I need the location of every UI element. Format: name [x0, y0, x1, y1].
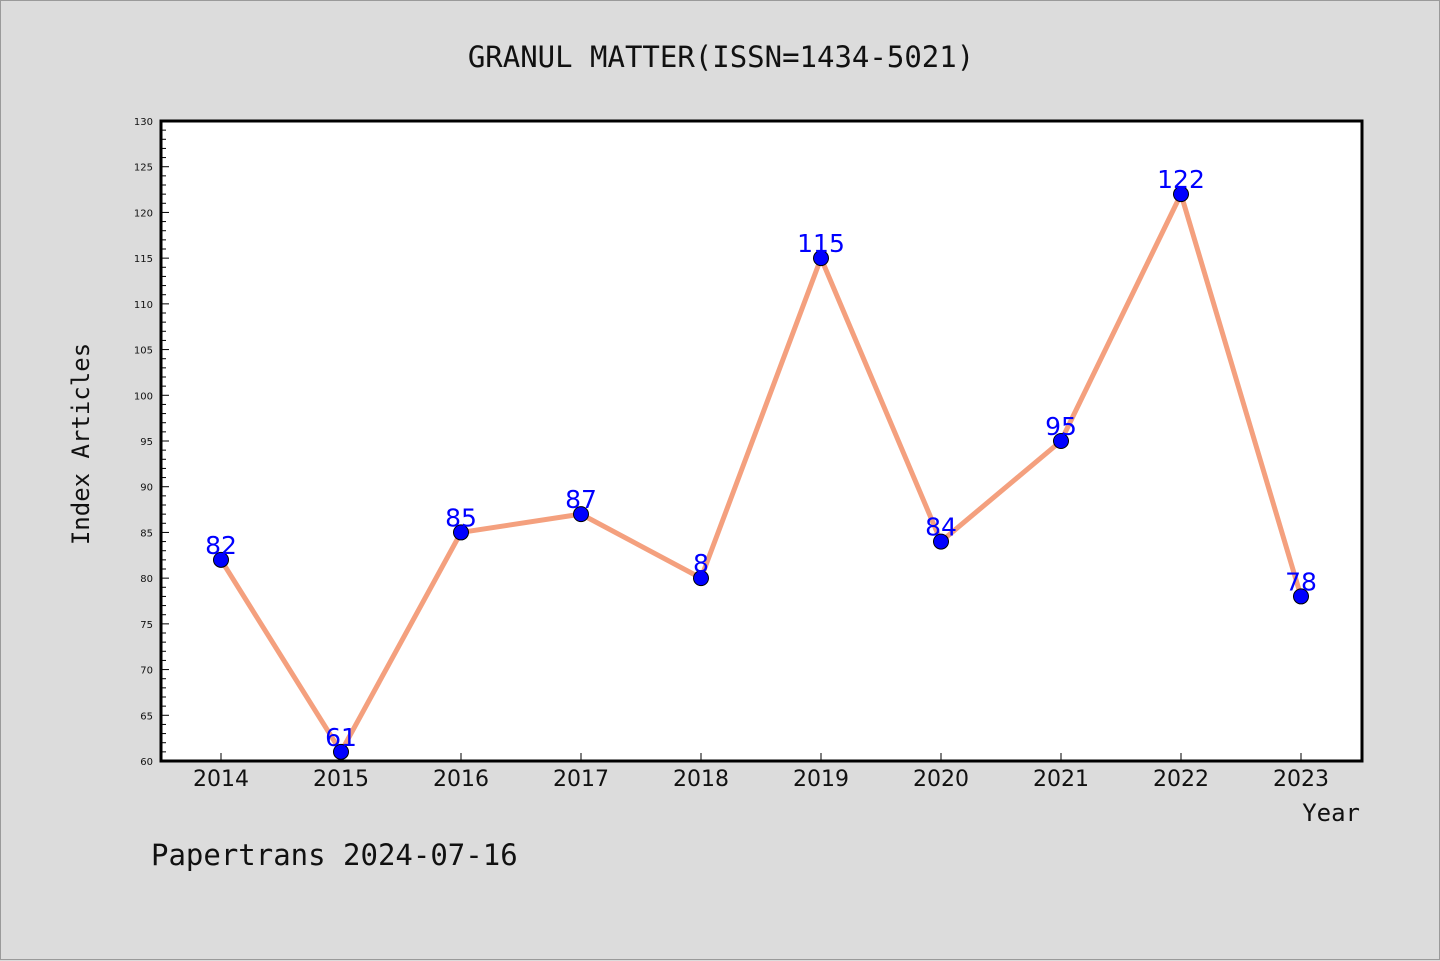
y-tick-label: 60	[140, 757, 153, 768]
data-label: 61	[325, 723, 357, 752]
y-axis-label: Index Articles	[67, 343, 95, 545]
data-label: 95	[1045, 412, 1077, 441]
data-point	[1053, 433, 1069, 449]
y-tick-label: 115	[134, 254, 153, 265]
series-line	[218, 191, 1304, 755]
data-point	[573, 506, 589, 523]
y-tick-label: 110	[134, 300, 153, 311]
x-tick-label: 2017	[553, 767, 609, 792]
x-tick-label: 2014	[193, 767, 249, 792]
data-point	[1293, 588, 1309, 605]
x-tick-label: 2015	[313, 767, 369, 792]
data-label: 122	[1157, 165, 1205, 194]
data-point	[933, 533, 949, 550]
y-tick-label: 80	[140, 574, 153, 585]
y-tick-label: 70	[140, 666, 153, 677]
y-tick-label: 65	[140, 711, 153, 722]
plot-area	[161, 121, 1362, 761]
plot-border	[159, 119, 1364, 763]
footer-text: Papertrans 2024-07-16	[151, 838, 518, 872]
y-tick-label: 120	[134, 208, 153, 219]
x-tick-label: 2022	[1153, 767, 1209, 792]
x-tick-label: 2021	[1033, 767, 1089, 792]
x-tick-label: 2023	[1273, 767, 1329, 792]
x-tick-label: 2019	[793, 767, 849, 792]
y-tick-label: 85	[140, 528, 153, 539]
y-tick-label: 130	[134, 117, 153, 128]
y-tick-label: 90	[140, 483, 153, 494]
data-label: 8	[693, 549, 709, 578]
data-label: 82	[205, 531, 237, 560]
y-tick-label: 75	[140, 620, 153, 631]
data-label: 84	[925, 513, 957, 542]
y-tick-label: 100	[134, 391, 153, 402]
data-label: 85	[445, 503, 477, 532]
data-point	[1173, 186, 1189, 203]
x-tick-label: 2016	[433, 767, 489, 792]
x-tick-label: 2018	[673, 767, 729, 792]
data-point	[333, 743, 349, 760]
y-tick-label: 125	[134, 163, 153, 174]
x-tick-label: 2020	[913, 767, 969, 792]
data-label: 87	[565, 485, 597, 514]
data-point	[453, 524, 469, 541]
x-axis: 2014 2015 2016 2017 2018 2019 2020 2021 2022 2023	[193, 753, 1329, 792]
data-point	[813, 250, 829, 267]
y-tick-label: 95	[140, 437, 153, 448]
series-layer: 82 61 85 87 8 115 84 95 122 78	[205, 165, 1317, 760]
data-point	[213, 551, 229, 568]
data-point	[693, 570, 709, 587]
chart-title: GRANUL MATTER(ISSN=1434-5021)	[468, 40, 974, 74]
data-label: 115	[797, 229, 845, 258]
y-tick-label: 105	[134, 346, 153, 357]
x-axis-label: Year	[1302, 799, 1360, 827]
data-label: 78	[1285, 567, 1317, 596]
